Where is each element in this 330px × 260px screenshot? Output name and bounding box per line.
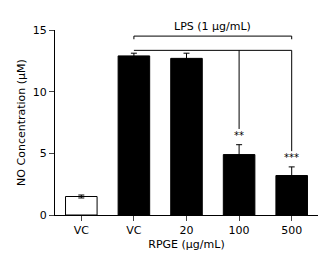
svg-text:20: 20	[180, 224, 194, 237]
svg-text:**: **	[234, 130, 244, 141]
svg-text:0: 0	[40, 209, 47, 222]
svg-text:NO Concentration (μM): NO Concentration (μM)	[15, 59, 28, 186]
svg-text:LPS (1 μg/mL): LPS (1 μg/mL)	[174, 20, 251, 33]
svg-text:***: ***	[284, 152, 299, 163]
svg-text:10: 10	[33, 86, 47, 99]
svg-text:VC: VC	[74, 224, 90, 237]
svg-text:RPGE (μg/mL): RPGE (μg/mL)	[148, 238, 224, 251]
svg-text:100: 100	[229, 224, 250, 237]
svg-text:15: 15	[33, 24, 47, 37]
svg-text:5: 5	[40, 147, 47, 160]
svg-text:500: 500	[281, 224, 302, 237]
svg-text:VC: VC	[126, 224, 142, 237]
